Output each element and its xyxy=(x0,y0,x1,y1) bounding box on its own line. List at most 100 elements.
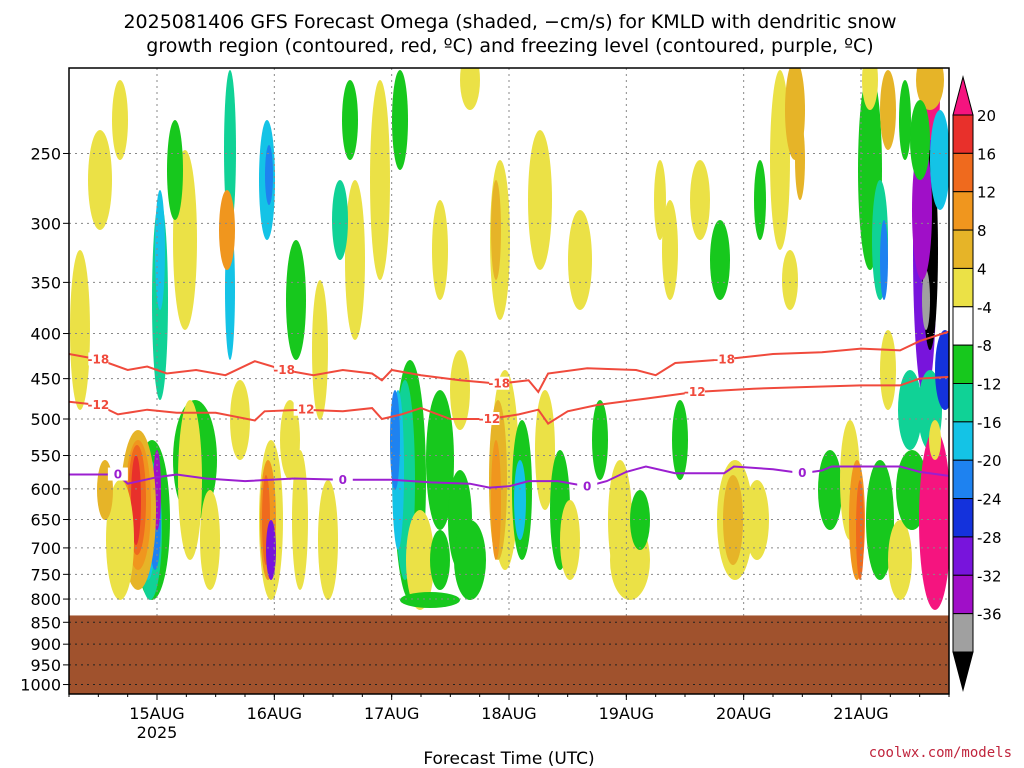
omega-cell xyxy=(332,180,348,260)
omega-cell xyxy=(795,120,805,200)
colorbar-label: 16 xyxy=(977,145,996,163)
omega-cell xyxy=(491,180,501,280)
colorbar-segment xyxy=(952,613,974,653)
y-tick-label: 450 xyxy=(30,370,61,389)
contour-label-bg xyxy=(88,397,109,411)
omega-cell xyxy=(528,130,552,270)
omega-cell xyxy=(916,68,944,110)
omega-cell xyxy=(430,530,450,590)
colorbar-label: -12 xyxy=(977,376,1002,394)
omega-cell xyxy=(535,390,555,510)
contour-label-bg xyxy=(479,412,500,426)
omega-cell xyxy=(514,460,526,540)
omega-cell xyxy=(672,400,688,480)
omega-cell xyxy=(770,70,790,250)
omega-cell xyxy=(880,220,888,300)
contour-label: 0 xyxy=(114,468,122,482)
omega-cell xyxy=(345,180,365,340)
colorbar-label: -32 xyxy=(977,567,1002,585)
omega-cell xyxy=(654,160,666,240)
y-tick-label: 750 xyxy=(30,565,61,584)
colorbar-label: -24 xyxy=(977,491,1002,509)
omega-cell xyxy=(862,68,878,110)
y-tick-label: 800 xyxy=(30,590,61,609)
omega-cell xyxy=(318,480,338,600)
omega-cell xyxy=(266,520,276,580)
colorbar-top-arrow xyxy=(952,75,974,116)
colorbar-label: -4 xyxy=(977,299,992,317)
colorbar-segment xyxy=(952,114,974,154)
chart-title-line1: 2025081406 GFS Forecast Omega (shaded, −… xyxy=(123,11,896,33)
colorbar-bottom-arrow xyxy=(952,651,974,692)
omega-cell xyxy=(460,68,480,110)
contour-label: -18 xyxy=(273,363,295,377)
contour-line xyxy=(69,375,949,425)
omega-cell xyxy=(370,80,390,280)
omega-cell xyxy=(929,420,941,460)
y-tick-label: 550 xyxy=(30,447,61,466)
omega-cell xyxy=(280,400,300,480)
omega-cell xyxy=(888,520,912,600)
omega-cell xyxy=(899,80,911,160)
omega-cell xyxy=(898,370,922,450)
colorbar-segment xyxy=(952,306,974,346)
x-tick-label: 17AUG xyxy=(364,704,419,723)
x-tick-label: 18AUG xyxy=(481,704,536,723)
contour-line xyxy=(69,465,949,489)
omega-cell xyxy=(392,70,408,170)
x-tick-label: 20AUG xyxy=(716,704,771,723)
colorbar-segment xyxy=(952,344,974,384)
ground-fill xyxy=(69,615,949,694)
contour-label-bg xyxy=(293,402,314,416)
y-tick-label: 500 xyxy=(30,410,61,429)
omega-cell xyxy=(454,520,486,600)
credit-link[interactable]: coolwx.com/models xyxy=(869,745,1012,761)
plot-area: -18 -18 -18 -18 -12 -12 -12 -12 0 0 0 0 xyxy=(69,68,949,694)
omega-cell xyxy=(426,390,454,530)
omega-cell xyxy=(131,455,141,545)
contour-label: -12 xyxy=(293,403,315,417)
omega-cell xyxy=(690,160,710,240)
omega-cell xyxy=(754,160,766,240)
colorbar-segment xyxy=(952,267,974,308)
y-tick-label: 250 xyxy=(30,144,61,163)
contour-lines: -18 -18 -18 -18 -12 -12 -12 -12 0 0 0 0 xyxy=(69,330,949,493)
contour-label-bg xyxy=(489,376,510,390)
contour-label-bg xyxy=(107,467,128,481)
omega-cell xyxy=(286,240,306,360)
omega-cell xyxy=(782,250,798,310)
contour-label-bg xyxy=(332,472,353,486)
omega-cell xyxy=(491,440,501,560)
colorbar-label: -20 xyxy=(977,452,1002,470)
colorbar-label: -16 xyxy=(977,414,1002,432)
omega-cell xyxy=(230,380,250,460)
omega-cell xyxy=(342,80,358,160)
chart-title-line2: growth region (contoured, red, ºC) and f… xyxy=(146,35,873,57)
colorbar-label: 12 xyxy=(977,184,996,202)
contour-label-bg xyxy=(577,479,598,493)
contour-label: -18 xyxy=(713,352,735,366)
omega-cell xyxy=(880,330,896,410)
colorbar-segment xyxy=(952,383,974,423)
contour-label: -18 xyxy=(488,377,510,391)
omega-cell xyxy=(219,190,235,270)
colorbar-label: -36 xyxy=(977,606,1002,624)
colorbar-segment xyxy=(952,152,974,193)
colorbar: 20 16 12 8 4 -4 -8 -12 -16 -20 -24 -28 -32 -36 xyxy=(952,75,1002,692)
contour-line xyxy=(69,330,949,394)
omega-cell xyxy=(880,70,896,150)
omega-cell xyxy=(662,200,678,300)
omega-cell xyxy=(856,480,864,580)
colorbar-segment xyxy=(952,459,974,500)
colorbar-segment xyxy=(952,536,974,576)
omega-cell xyxy=(930,110,949,210)
omega-cell xyxy=(560,500,580,580)
contour-label-bg xyxy=(274,363,295,377)
contour-label: 0 xyxy=(798,466,806,480)
colorbar-label: 4 xyxy=(977,260,987,278)
omega-cell xyxy=(70,250,90,410)
omega-cell xyxy=(400,592,460,608)
y-tick-label: 950 xyxy=(30,656,61,675)
omega-cell xyxy=(88,130,112,230)
